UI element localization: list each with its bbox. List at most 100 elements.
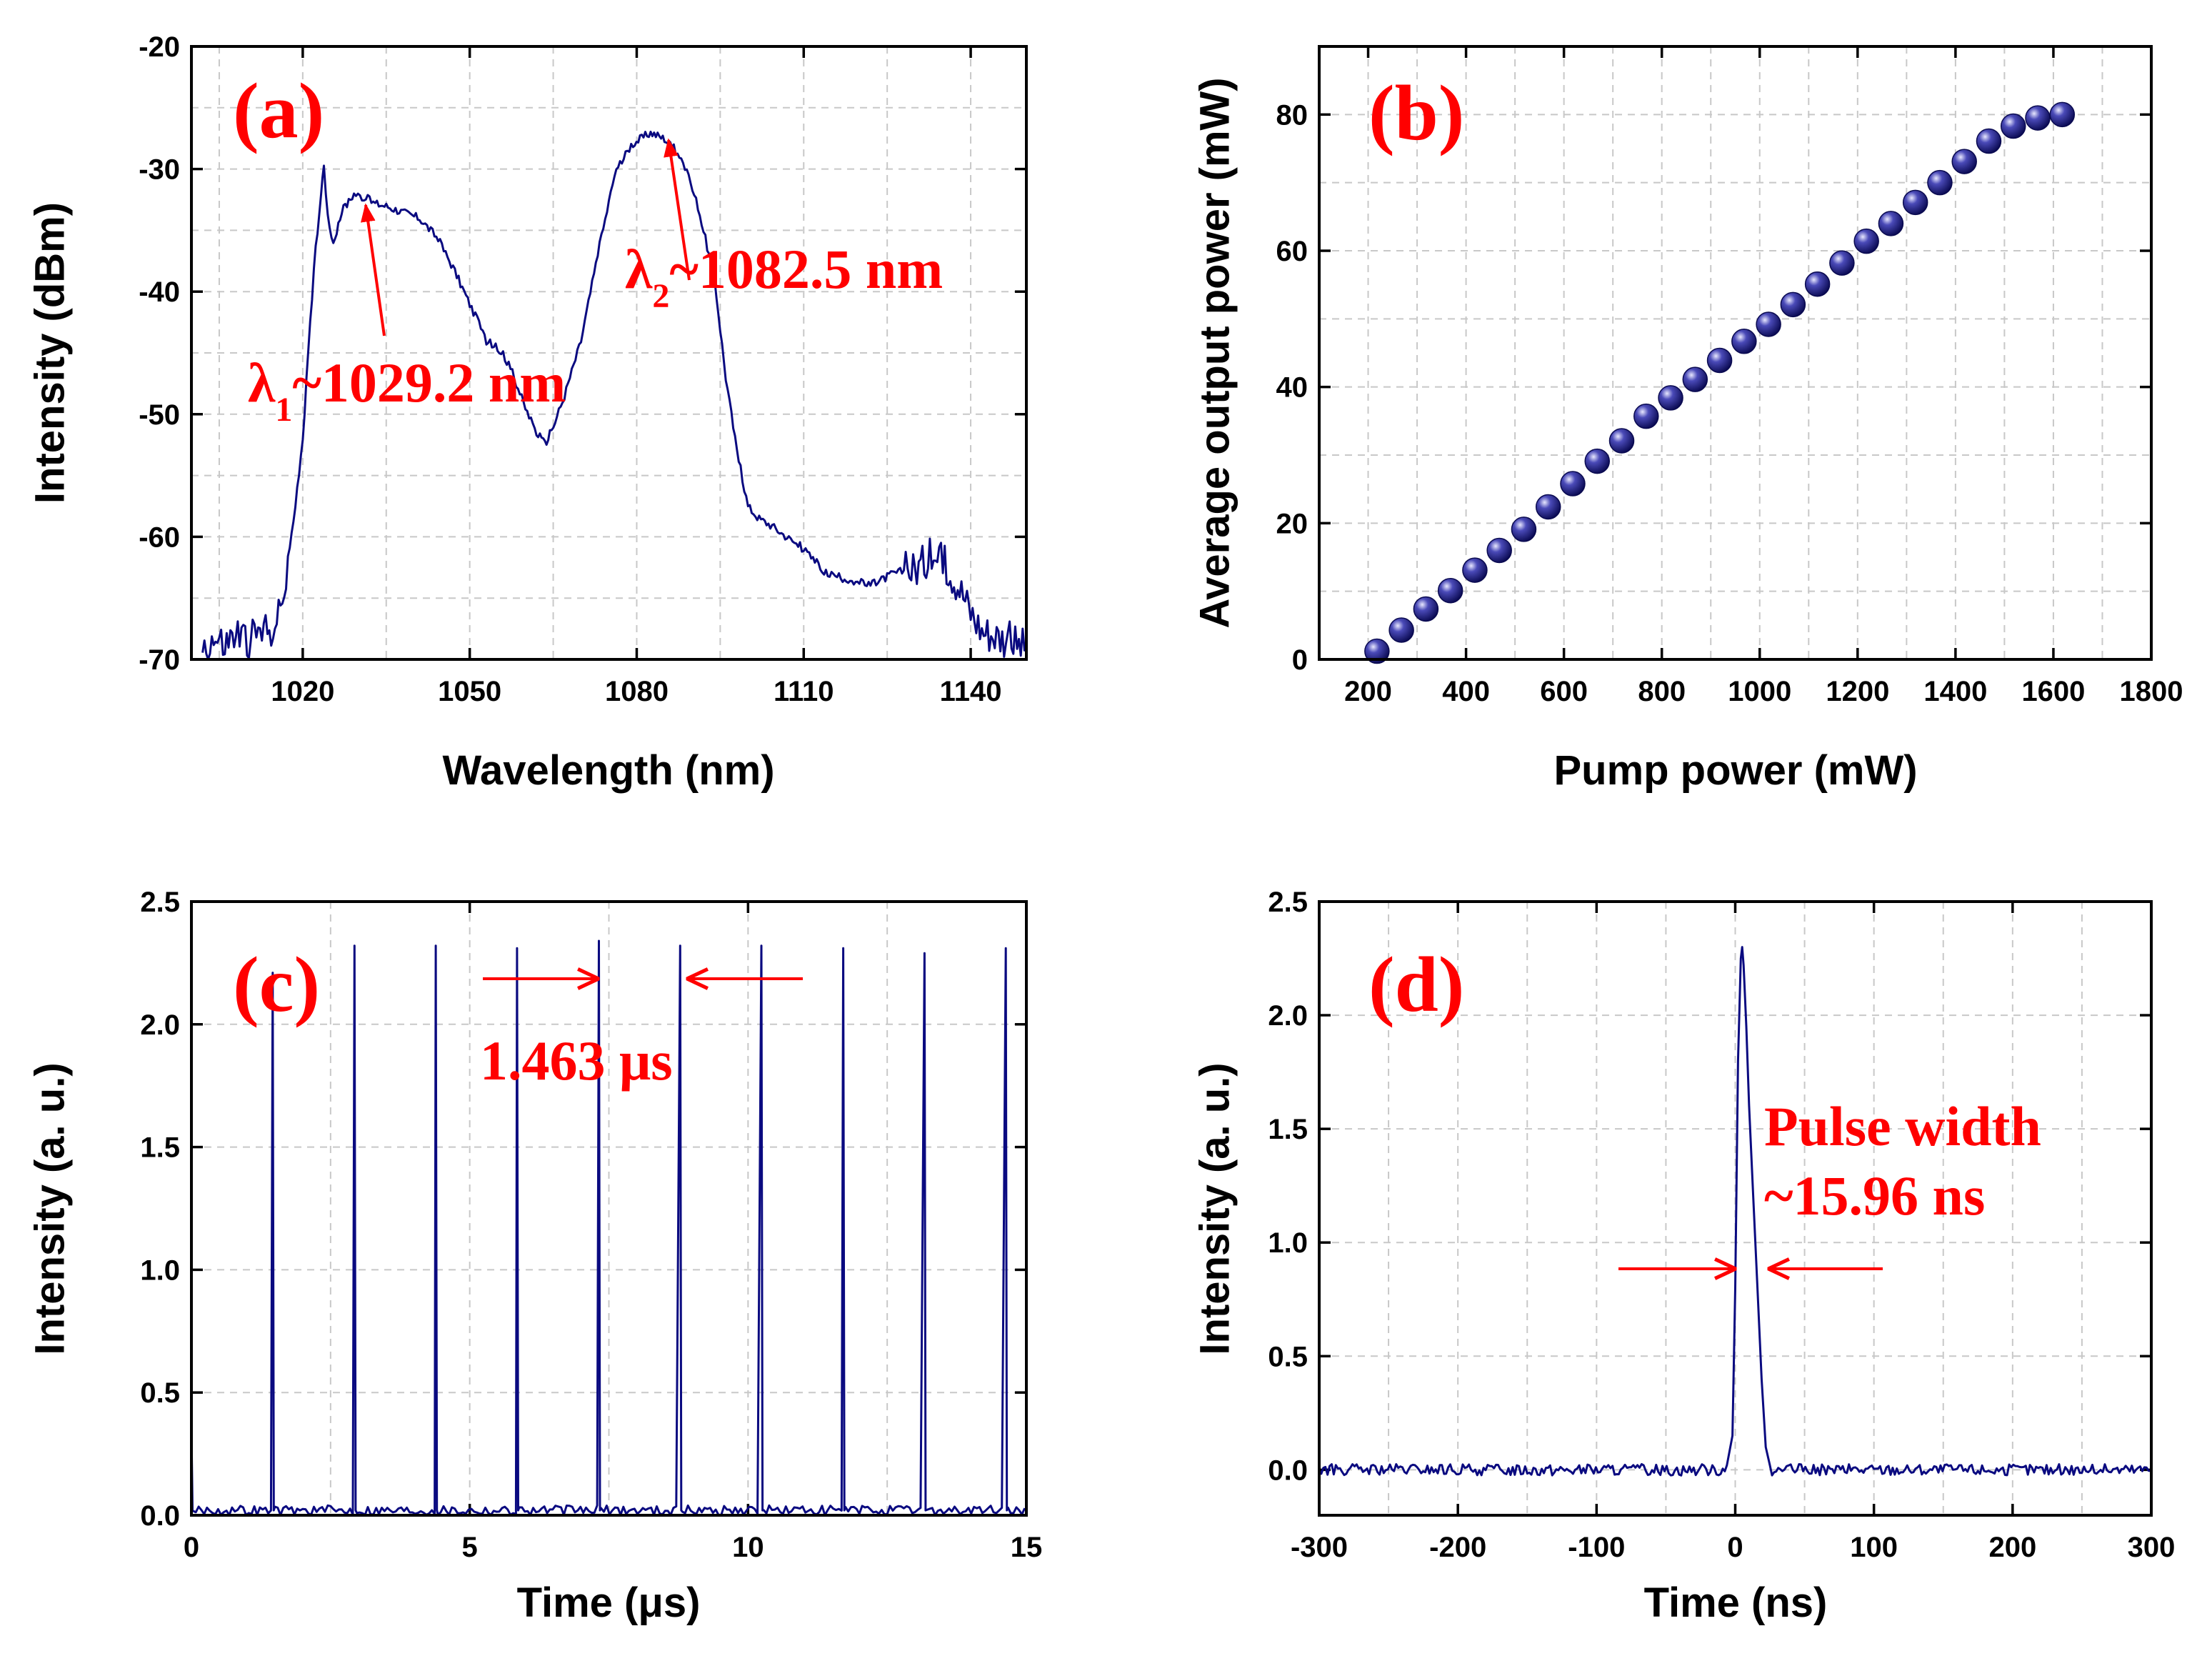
- data-point: [1608, 428, 1635, 454]
- panel-a-spectrum: 1020 1050 1080 1110 1140 -70 -60 -50 -40 -30 -20 W…: [26, 31, 1028, 794]
- panel-c-frame: [190, 900, 1028, 1517]
- y-tick-label: 0.0: [140, 1500, 180, 1532]
- data-point: [1511, 517, 1537, 542]
- x-tick-label: 1600: [2021, 676, 2085, 707]
- pulse-width-label: Pulse width: [1764, 1095, 2041, 1157]
- data-point: [1756, 311, 1781, 337]
- panel-b-power: 200 400 600 800 1000 1200 1400 1600 1800 0 20 40 60 8…: [1191, 45, 2183, 794]
- data-point: [1829, 250, 1855, 276]
- panel-c-label: (c): [233, 941, 320, 1028]
- x-tick-label: -200: [1429, 1532, 1486, 1563]
- x-tick-label: 1000: [1728, 676, 1791, 707]
- panel-c-y-axis-label: Intensity (a. u.): [26, 1062, 73, 1355]
- y-tick-label: 40: [1276, 372, 1308, 404]
- data-point: [2025, 105, 2051, 131]
- panel-a-label: (a): [233, 67, 324, 154]
- y-tick-label: 2.0: [140, 1009, 180, 1041]
- y-tick-label: 0.5: [140, 1377, 180, 1409]
- panel-b-points: [1364, 101, 2076, 664]
- y-tick-label: 0.0: [1268, 1455, 1308, 1486]
- panel-c-pulse-train: 0 5 10 15 0.0 0.5 1.0 1.5 2.0 2.5 Time (μs) Inten…: [26, 887, 1042, 1626]
- panel-d-y-axis-label: Intensity (a. u.): [1191, 1062, 1238, 1355]
- x-tick-label: 0: [1727, 1532, 1743, 1563]
- x-tick-label: 1080: [605, 676, 669, 707]
- pulse-train-line: [190, 939, 1026, 1517]
- data-point: [1951, 149, 1977, 174]
- data-point: [1535, 494, 1561, 520]
- y-tick-label: -30: [139, 154, 180, 186]
- data-point: [2049, 101, 2076, 128]
- x-tick-label: -100: [1568, 1532, 1625, 1563]
- x-tick-label: 1140: [940, 676, 1002, 707]
- data-point: [1486, 537, 1512, 564]
- panel-c-grid: [191, 902, 1026, 1515]
- x-tick-label: 200: [1344, 676, 1392, 707]
- lambda1-arrow: [360, 203, 386, 336]
- x-tick-label: 5: [462, 1532, 478, 1563]
- x-tick-label: 400: [1442, 676, 1490, 707]
- data-point: [1902, 189, 1928, 216]
- y-tick-label: 2.5: [1268, 887, 1308, 918]
- x-tick-label: 100: [1850, 1532, 1898, 1563]
- data-point: [2000, 113, 2026, 139]
- x-tick-label: 200: [1988, 1532, 2036, 1563]
- panel-b-tick-labels: 200 400 600 800 1000 1200 1400 1600 1800 0 20 40 60 8…: [1276, 99, 2183, 707]
- panel-b-y-axis-label: Average output power (mW): [1191, 77, 1238, 628]
- panel-a-x-axis-label: Wavelength (nm): [442, 747, 774, 794]
- y-tick-label: 60: [1276, 236, 1308, 267]
- y-tick-label: 2.5: [140, 887, 180, 918]
- panel-a-tick-labels: 1020 1050 1080 1110 1140 -70 -60 -50 -40 -30 -20: [139, 31, 1001, 707]
- y-tick-label: -20: [139, 31, 180, 63]
- data-point: [1853, 228, 1879, 254]
- y-tick-label: 1.5: [140, 1132, 180, 1164]
- data-point: [1658, 385, 1683, 411]
- x-tick-label: -300: [1291, 1532, 1348, 1563]
- data-point: [1804, 271, 1831, 297]
- y-tick-label: 80: [1276, 99, 1308, 131]
- panel-a-frame: [190, 45, 1028, 661]
- data-point: [1706, 347, 1733, 374]
- y-tick-label: 2.0: [1268, 1000, 1308, 1032]
- panel-a-y-axis-label: Intensity (dBm): [26, 202, 73, 504]
- y-tick-label: -40: [139, 276, 180, 308]
- x-tick-label: 800: [1638, 676, 1686, 707]
- x-tick-label: 1400: [1923, 676, 1987, 707]
- period-annotation: 1.463 μs: [480, 1029, 673, 1092]
- data-point: [1780, 291, 1806, 318]
- spectrum-line: [201, 130, 1028, 661]
- x-tick-label: 1020: [271, 676, 334, 707]
- data-point: [1584, 448, 1610, 474]
- x-tick-label: 1800: [2120, 676, 2183, 707]
- x-tick-label: 0: [184, 1532, 199, 1563]
- x-tick-label: 600: [1540, 676, 1588, 707]
- panel-d-tick-labels: -300 -200 -100 0 100 200 300 0.0 0.5 1.0 1.5 2.0 2.5: [1268, 887, 2175, 1563]
- data-point: [1560, 471, 1586, 497]
- y-tick-label: -50: [139, 399, 180, 431]
- panel-d-x-axis-label: Time (ns): [1644, 1580, 1828, 1626]
- data-point: [1437, 577, 1463, 604]
- data-point: [1976, 128, 2002, 154]
- y-tick-label: 1.5: [1268, 1114, 1308, 1145]
- y-tick-label: -60: [139, 522, 180, 553]
- data-point: [1388, 617, 1414, 643]
- data-point: [1731, 329, 1757, 354]
- x-tick-label: 1110: [774, 676, 834, 707]
- lambda1-annotation: λ1~1029.2 nm: [248, 351, 566, 429]
- x-tick-label: 15: [1011, 1532, 1043, 1563]
- panel-d-single-pulse: -300 -200 -100 0 100 200 300 0.0 0.5 1.0 1.5 2.0 2.5…: [1191, 887, 2175, 1626]
- panel-d-frame: [1318, 900, 2153, 1517]
- x-tick-label: 1200: [1826, 676, 1889, 707]
- y-tick-label: 0: [1292, 644, 1308, 676]
- x-tick-label: 1050: [438, 676, 501, 707]
- panel-b-grid: [1319, 46, 2151, 659]
- panel-b-frame: [1318, 45, 2153, 661]
- x-tick-label: 10: [732, 1532, 764, 1563]
- y-tick-label: 1.0: [1268, 1227, 1308, 1259]
- panel-c-tick-labels: 0 5 10 15 0.0 0.5 1.0 1.5 2.0 2.5: [140, 887, 1042, 1563]
- x-tick-label: 300: [2128, 1532, 2176, 1563]
- lambda2-arrow: [664, 138, 691, 281]
- lambda2-annotation: λ2~1082.5 nm: [625, 238, 943, 315]
- y-tick-label: 0.5: [1268, 1341, 1308, 1372]
- data-point: [1682, 366, 1708, 392]
- single-pulse-line: [1318, 946, 2151, 1477]
